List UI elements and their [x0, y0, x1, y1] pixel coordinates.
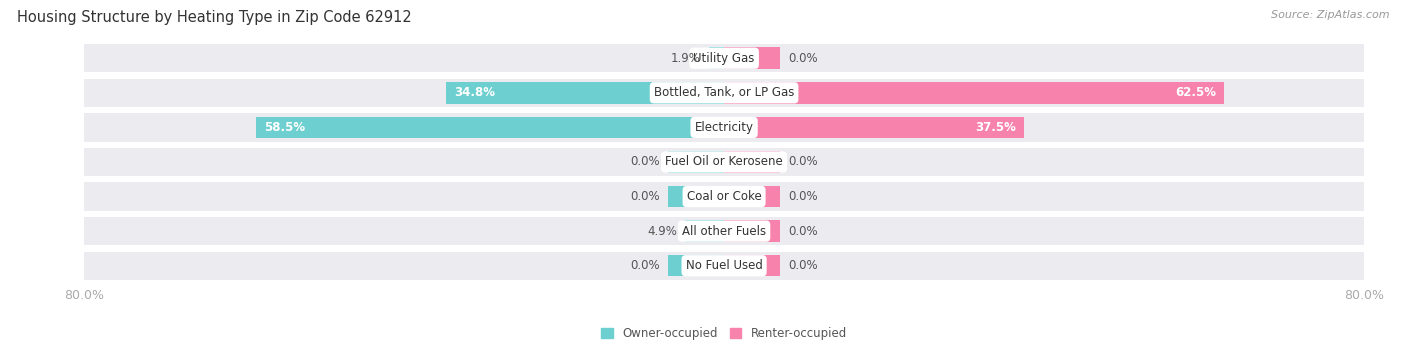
Text: 34.8%: 34.8%: [454, 86, 495, 99]
Text: 0.0%: 0.0%: [787, 190, 818, 203]
Text: No Fuel Used: No Fuel Used: [686, 259, 762, 272]
Text: Housing Structure by Heating Type in Zip Code 62912: Housing Structure by Heating Type in Zip…: [17, 10, 412, 25]
Text: Bottled, Tank, or LP Gas: Bottled, Tank, or LP Gas: [654, 86, 794, 99]
Text: 0.0%: 0.0%: [787, 259, 818, 272]
Legend: Owner-occupied, Renter-occupied: Owner-occupied, Renter-occupied: [596, 323, 852, 341]
Bar: [724, 186, 780, 207]
Text: Fuel Oil or Kerosene: Fuel Oil or Kerosene: [665, 155, 783, 168]
Text: 37.5%: 37.5%: [976, 121, 1017, 134]
Bar: [668, 186, 724, 207]
Bar: [685, 220, 724, 242]
Bar: [446, 82, 724, 104]
Text: 0.0%: 0.0%: [630, 155, 661, 168]
Bar: [84, 44, 1364, 72]
Bar: [724, 220, 780, 242]
Text: All other Fuels: All other Fuels: [682, 225, 766, 238]
Bar: [724, 255, 780, 277]
Bar: [84, 79, 1364, 107]
Text: Electricity: Electricity: [695, 121, 754, 134]
Bar: [668, 151, 724, 173]
Text: 4.9%: 4.9%: [647, 225, 676, 238]
Text: Utility Gas: Utility Gas: [693, 52, 755, 65]
Text: 0.0%: 0.0%: [787, 52, 818, 65]
Text: 0.0%: 0.0%: [630, 259, 661, 272]
Text: 0.0%: 0.0%: [787, 225, 818, 238]
Text: Source: ZipAtlas.com: Source: ZipAtlas.com: [1271, 10, 1389, 20]
Bar: [724, 151, 780, 173]
Bar: [84, 113, 1364, 142]
Text: 0.0%: 0.0%: [630, 190, 661, 203]
Bar: [256, 117, 724, 138]
Bar: [84, 182, 1364, 211]
Bar: [724, 47, 780, 69]
Text: 1.9%: 1.9%: [671, 52, 702, 65]
Text: 62.5%: 62.5%: [1175, 86, 1216, 99]
Bar: [668, 255, 724, 277]
Text: Coal or Coke: Coal or Coke: [686, 190, 762, 203]
Bar: [84, 217, 1364, 245]
Bar: [724, 117, 1024, 138]
Bar: [84, 148, 1364, 176]
Bar: [709, 47, 724, 69]
Text: 0.0%: 0.0%: [787, 155, 818, 168]
Bar: [724, 82, 1223, 104]
Bar: [84, 252, 1364, 280]
Text: 58.5%: 58.5%: [264, 121, 305, 134]
